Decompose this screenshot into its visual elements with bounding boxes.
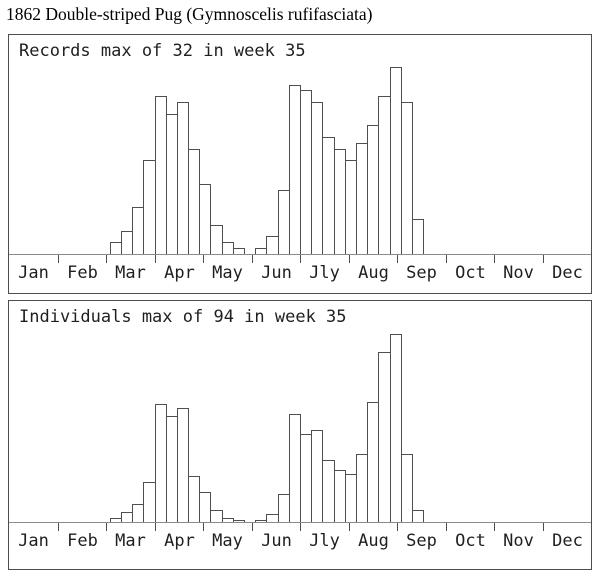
month-label-feb: Feb bbox=[67, 263, 98, 283]
month-tick bbox=[252, 255, 253, 263]
month-tick bbox=[543, 523, 544, 531]
month-label-jly: Jly bbox=[309, 531, 340, 551]
records-bar-week-18 bbox=[199, 184, 211, 254]
month-tick bbox=[494, 255, 495, 263]
month-label-may: May bbox=[212, 531, 243, 551]
individuals-chart: Individuals max of 94 in week 35 bbox=[9, 301, 591, 523]
month-tick bbox=[397, 523, 398, 531]
month-label-may: May bbox=[212, 263, 243, 283]
month-label-feb: Feb bbox=[67, 531, 98, 551]
month-tick bbox=[106, 255, 107, 263]
records-panel: Records max of 32 in week 35 Jan Feb Mar Ap… bbox=[8, 34, 592, 294]
individuals-bar-week-16 bbox=[177, 408, 189, 522]
records-chart: Records max of 32 in week 35 bbox=[9, 35, 591, 255]
individuals-panel: Individuals max of 94 in week 35 Jan Feb M… bbox=[8, 300, 592, 570]
month-label-aug: Aug bbox=[358, 263, 389, 283]
month-tick bbox=[300, 255, 301, 263]
month-label-aug: Aug bbox=[358, 531, 389, 551]
month-tick bbox=[446, 255, 447, 263]
individuals-bar-week-19 bbox=[210, 510, 223, 522]
month-label-nov: Nov bbox=[503, 531, 534, 551]
month-label-jan: Jan bbox=[18, 263, 49, 283]
month-tick bbox=[300, 523, 301, 531]
month-label-mar: Mar bbox=[115, 263, 146, 283]
month-tick bbox=[203, 523, 204, 531]
month-label-sep: Sep bbox=[406, 531, 437, 551]
individuals-bar-week-18 bbox=[199, 492, 211, 522]
month-tick bbox=[252, 523, 253, 531]
records-bar-week-21 bbox=[233, 248, 245, 254]
month-tick bbox=[543, 255, 544, 263]
individuals-month-axis: Jan Feb Mar Apr May Jun Jly Aug Sep Oct Nov Dec bbox=[9, 523, 591, 568]
month-label-jan: Jan bbox=[18, 531, 49, 551]
month-tick bbox=[349, 255, 350, 263]
month-label-jun: Jun bbox=[261, 531, 292, 551]
individuals-bar-week-21 bbox=[233, 520, 245, 522]
month-tick bbox=[397, 255, 398, 263]
month-label-jly: Jly bbox=[309, 263, 340, 283]
page-title: 1862 Double-striped Pug (Gymnoscelis ruf… bbox=[6, 4, 373, 24]
month-tick bbox=[494, 523, 495, 531]
month-label-sep: Sep bbox=[406, 263, 437, 283]
month-label-oct: Oct bbox=[455, 263, 486, 283]
individuals-bar-week-35 bbox=[390, 334, 402, 522]
records-month-axis: Jan Feb Mar Apr May Jun Jly Aug Sep Oct Nov Dec bbox=[9, 255, 591, 292]
records-bar-week-19 bbox=[210, 225, 223, 254]
records-chart-label: Records max of 32 in week 35 bbox=[19, 41, 306, 61]
individuals-chart-label: Individuals max of 94 in week 35 bbox=[19, 307, 347, 327]
individuals-bar-week-36 bbox=[401, 454, 413, 522]
individuals-bar-week-37 bbox=[412, 510, 424, 522]
month-label-jun: Jun bbox=[261, 263, 292, 283]
month-tick bbox=[155, 523, 156, 531]
records-bar-week-36 bbox=[401, 102, 413, 254]
month-tick bbox=[106, 523, 107, 531]
month-tick bbox=[203, 255, 204, 263]
month-label-dec: Dec bbox=[552, 531, 583, 551]
month-label-dec: Dec bbox=[552, 263, 583, 283]
month-label-oct: Oct bbox=[455, 531, 486, 551]
month-tick bbox=[349, 523, 350, 531]
month-label-apr: Apr bbox=[164, 531, 195, 551]
month-tick bbox=[58, 255, 59, 263]
month-tick bbox=[58, 523, 59, 531]
records-bar-week-37 bbox=[412, 219, 424, 254]
month-label-nov: Nov bbox=[503, 263, 534, 283]
month-tick bbox=[446, 523, 447, 531]
month-label-apr: Apr bbox=[164, 263, 195, 283]
month-label-mar: Mar bbox=[115, 531, 146, 551]
month-tick bbox=[155, 255, 156, 263]
